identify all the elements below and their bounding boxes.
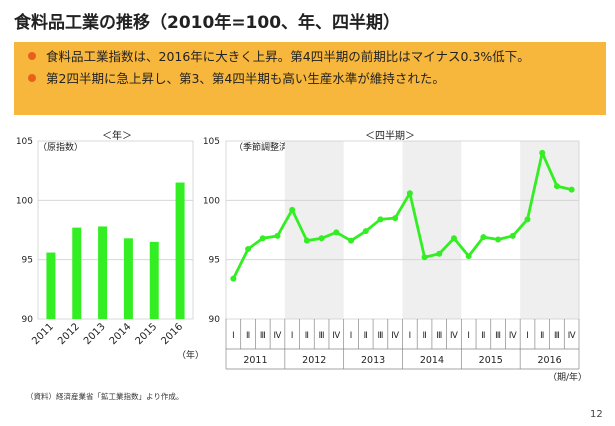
annual-panel-label: ＜年＞ <box>102 129 132 142</box>
summary-bullet: 第2四半期に急上昇し、第3、第4四半期も高い生産水準が維持された。 <box>24 70 596 87</box>
quarterly-quarter-label: Ⅱ <box>481 331 485 341</box>
annual-bar <box>72 227 82 319</box>
quarterly-quarter-label: Ⅲ <box>378 331 384 341</box>
quarterly-point <box>318 235 325 242</box>
annual-x-tick-label: 2011 <box>30 321 56 347</box>
quarterly-point <box>539 149 546 156</box>
quarterly-quarter-label: Ⅲ <box>260 331 266 341</box>
quarterly-year-label: 2014 <box>420 355 444 366</box>
annual-x-tick-label: 2012 <box>56 321 82 347</box>
quarterly-ylabel: （季節調整済） <box>234 141 297 153</box>
quarterly-quarter-label: Ⅱ <box>305 331 309 341</box>
quarterly-quarter-label: Ⅰ <box>291 331 294 341</box>
quarterly-quarter-label: Ⅰ <box>467 331 470 341</box>
quarterly-point <box>568 186 575 193</box>
annual-bar <box>46 252 56 319</box>
quarterly-point <box>274 232 281 239</box>
quarterly-point <box>333 229 340 236</box>
bullet-dot-icon <box>28 52 36 60</box>
quarterly-quarter-label: Ⅳ <box>274 331 282 341</box>
quarterly-year-band <box>284 141 344 319</box>
quarterly-quarter-label: Ⅲ <box>495 331 501 341</box>
quarterly-point <box>303 237 310 244</box>
quarterly-quarter-label: Ⅱ <box>246 331 250 341</box>
quarterly-point <box>362 228 369 235</box>
quarterly-point <box>436 250 443 257</box>
annual-x-tick-label: 2015 <box>134 321 160 347</box>
quarterly-point <box>259 235 266 242</box>
quarterly-point <box>509 232 516 239</box>
quarterly-y-tick-label: 100 <box>203 196 220 206</box>
quarterly-point <box>289 206 296 213</box>
annual-bar <box>98 226 108 319</box>
quarterly-year-band <box>402 141 462 319</box>
bullet-dot-icon <box>28 74 36 82</box>
quarterly-point <box>406 190 413 197</box>
source-note: （資料）経済産業省「鉱工業指数」より作成。 <box>26 392 184 401</box>
quarterly-panel-label: ＜四半期＞ <box>365 129 415 142</box>
quarterly-year-label: 2012 <box>302 355 326 366</box>
summary-bullet-text: 第2四半期に急上昇し、第3、第4四半期も高い生産水準が維持された。 <box>46 71 445 86</box>
quarterly-point <box>465 253 472 260</box>
quarterly-quarter-label: Ⅳ <box>509 331 517 341</box>
annual-bar <box>175 182 185 319</box>
annual-y-tick-label: 95 <box>22 256 33 266</box>
quarterly-point <box>230 275 237 282</box>
quarterly-quarter-label: Ⅰ <box>526 331 529 341</box>
quarterly-quarter-label: Ⅲ <box>554 331 560 341</box>
quarterly-point <box>377 216 384 223</box>
annual-bar <box>123 238 133 319</box>
quarterly-quarter-label: Ⅰ <box>409 331 412 341</box>
annual-ylabel: （原指数） <box>38 141 83 153</box>
quarterly-y-tick-label: 90 <box>209 315 221 325</box>
quarterly-quarter-label: Ⅳ <box>450 331 458 341</box>
quarterly-point <box>524 216 531 223</box>
summary-bullet: 食料品工業指数は、2016年に大きく上昇。第4四半期の前期比はマイナス0.3%低… <box>24 48 596 65</box>
page-title: 食料品工業の推移（2010年=100、年、四半期） <box>14 13 401 33</box>
quarterly-quarter-label: Ⅳ <box>391 331 399 341</box>
quarterly-point <box>450 235 457 242</box>
annual-bar <box>149 241 159 319</box>
annual-x-tick-label: 2016 <box>159 321 185 347</box>
quarterly-y-tick-label: 105 <box>203 137 220 147</box>
summary-bullet-text: 食料品工業指数は、2016年に大きく上昇。第4四半期の前期比はマイナス0.3%低… <box>46 49 530 64</box>
quarterly-quarter-label: Ⅲ <box>436 331 442 341</box>
annual-x-tick-label: 2013 <box>82 321 108 347</box>
quarterly-series-line <box>232 151 572 280</box>
quarterly-point <box>348 237 355 244</box>
quarterly-point <box>245 245 252 252</box>
quarterly-quarter-label: Ⅳ <box>568 331 576 341</box>
quarterly-point <box>421 254 428 261</box>
quarterly-point <box>392 215 399 222</box>
quarterly-quarter-label: Ⅰ <box>232 331 235 341</box>
quarterly-point <box>553 183 560 190</box>
annual-y-tick-label: 90 <box>22 315 34 325</box>
quarterly-quarter-label: Ⅱ <box>364 331 368 341</box>
annual-xunit: （年） <box>177 349 204 361</box>
quarterly-year-label: 2015 <box>479 355 503 366</box>
annual-y-tick-label: 100 <box>16 196 33 206</box>
annual-x-tick-label: 2014 <box>108 321 134 347</box>
quarterly-quarter-label: Ⅳ <box>332 331 340 341</box>
quarterly-y-tick-label: 95 <box>209 256 220 266</box>
summary-box: 食料品工業指数は、2016年に大きく上昇。第4四半期の前期比はマイナス0.3%低… <box>14 42 606 115</box>
annual-plot-frame <box>37 140 194 320</box>
quarterly-xunit: （期/年） <box>548 371 587 383</box>
page-number: 12 <box>590 409 603 420</box>
quarterly-year-label: 2013 <box>361 355 385 366</box>
quarterly-quarter-label: Ⅰ <box>350 331 353 341</box>
annual-y-tick-label: 105 <box>16 137 33 147</box>
quarterly-point <box>480 234 487 241</box>
quarterly-year-label: 2016 <box>537 355 561 366</box>
quarterly-point <box>495 236 502 243</box>
quarterly-year-label: 2011 <box>243 355 267 366</box>
quarterly-quarter-label: Ⅱ <box>540 331 544 341</box>
quarterly-quarter-label: Ⅱ <box>422 331 426 341</box>
quarterly-quarter-label: Ⅲ <box>319 331 325 341</box>
